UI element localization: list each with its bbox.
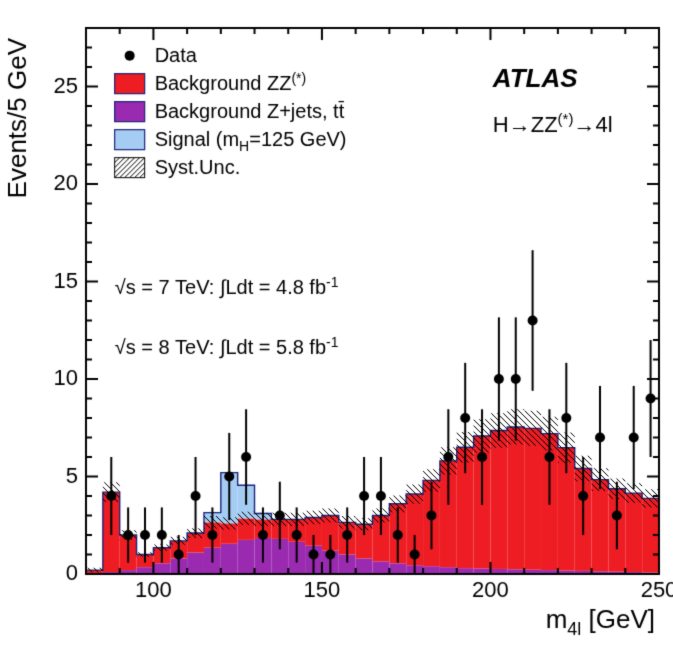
chart-container (0, 0, 673, 646)
histogram-canvas (0, 0, 673, 646)
